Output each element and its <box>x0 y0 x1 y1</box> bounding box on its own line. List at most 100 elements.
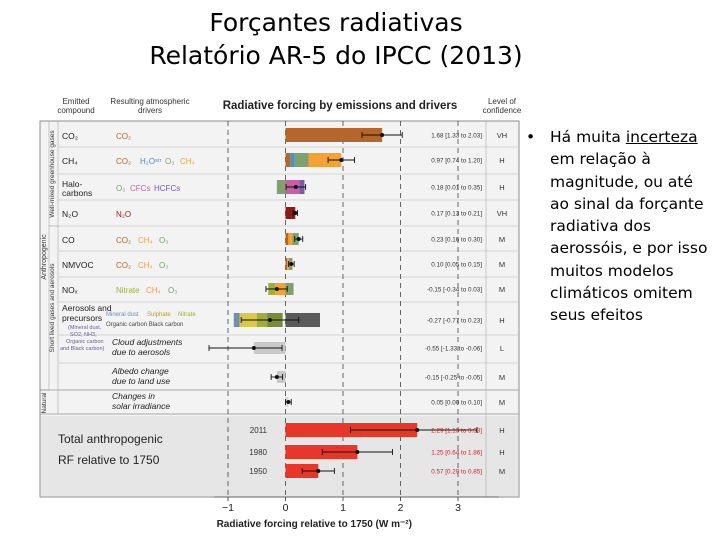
header-drivers-2: drivers <box>138 106 162 115</box>
compound-label: NMVOC <box>62 260 94 270</box>
compound-label-aerosols: Aerosols and <box>62 303 112 313</box>
year-label: 1950 <box>249 467 267 476</box>
cloud-label: Cloud adjustments <box>112 337 183 347</box>
value-point <box>415 428 420 432</box>
driver-label: H₂Oˢᵗʳ <box>140 157 162 166</box>
value-label: 0.05 [0.00 to 0.10] <box>431 400 482 407</box>
value-point <box>267 318 272 322</box>
total-label-line1: Total anthropogenic <box>58 432 163 446</box>
value-point <box>296 237 301 241</box>
confidence-label: VH <box>497 131 507 140</box>
value-point <box>380 133 385 137</box>
bar-segment <box>290 153 295 167</box>
chart-title: Radiative forcing by emissions and drive… <box>223 100 458 112</box>
driver-label: CO₂ <box>116 261 131 270</box>
x-tick-label: 2 <box>398 502 404 514</box>
driver-label: O₃ <box>168 286 177 295</box>
x-axis-label: Radiative forcing relative to 1750 (W m⁻… <box>217 519 412 530</box>
compound-label: NOₓ <box>62 285 78 295</box>
value-label: 0.17 [0.13 to 0.21] <box>431 211 482 218</box>
compound-sublabel: Organic carbon <box>66 339 104 345</box>
bar-segment <box>285 233 289 245</box>
compound-label: CH₄ <box>62 156 78 166</box>
driver-label-carbon: Organic carbon Black carbon <box>106 322 183 328</box>
bar-segment <box>285 207 296 219</box>
value-point <box>274 375 279 379</box>
confidence-label: H <box>499 183 504 192</box>
driver-label-nitrate: Nitrate <box>178 312 196 318</box>
bar-segment <box>285 128 383 142</box>
driver-label: CO₂ <box>116 132 131 141</box>
value-label: 2.29 [1.13 to 3.33] <box>431 428 482 435</box>
confidence-label: L <box>500 344 504 353</box>
solar-label: solar irradiance <box>112 401 170 411</box>
driver-label-mineral: Mineral dust <box>106 312 139 318</box>
value-label: 1.25 [0.64 to 1.86] <box>431 450 482 457</box>
bar-segment <box>308 153 342 167</box>
albedo-label: Albedo change <box>111 366 169 376</box>
driver-label: HCFCs <box>154 184 180 193</box>
driver-label: O₃ <box>159 261 168 270</box>
group-label-shortlived: Short lived gases and aerosols <box>49 263 56 353</box>
driver-label: CO₂ <box>116 236 131 245</box>
header-drivers-1: Resulting atmospheric <box>110 97 189 106</box>
confidence-label: M <box>499 260 505 269</box>
total-panel <box>40 416 519 497</box>
value-point <box>289 262 294 266</box>
driver-label: CO₂ <box>116 157 131 166</box>
driver-label: Nitrate <box>116 286 140 295</box>
value-label: 0.18 [0.01 to 0.35] <box>431 185 482 192</box>
compound-label: N₂O <box>62 209 78 219</box>
driver-label: CH₄ <box>146 286 161 295</box>
total-label-line2: RF relative to 1750 <box>58 453 160 467</box>
bullet-dot: • <box>526 128 536 146</box>
value-label: 1.68 [1.33 to 2.03] <box>431 133 482 140</box>
confidence-label: H <box>499 448 504 457</box>
bar-segment <box>285 283 294 295</box>
compound-sublabel: SO2, NH3, <box>70 332 97 338</box>
bullet-text: Há muita incerteza em relação à magnitud… <box>528 126 714 327</box>
value-label: -0.15 [-0.25 to -0.05] <box>425 375 482 382</box>
value-point <box>316 469 321 473</box>
header-emitted-1: Emitted <box>62 97 89 106</box>
driver-label: O₃ <box>159 236 168 245</box>
x-tick-label: 1 <box>340 502 346 514</box>
value-point <box>274 287 279 291</box>
compound-label: CO <box>62 235 75 245</box>
value-label: 0.10 [0.05 to 0.15] <box>431 262 482 269</box>
driver-label: CH₄ <box>138 261 153 270</box>
compound-label-aerosols: precursors <box>62 313 102 323</box>
value-point <box>339 158 344 162</box>
header-emitted-2: compound <box>57 106 94 115</box>
compound-label: CO₂ <box>62 131 78 141</box>
x-tick-label: 3 <box>455 502 461 514</box>
group-label-wellmixed: Well-mixed greenhouse gases <box>49 130 56 218</box>
year-label: 1980 <box>249 448 267 457</box>
header-confidence-2: confidence <box>483 106 522 115</box>
value-point <box>286 400 291 404</box>
compound-sublabel: (Mineral dust, <box>68 325 102 331</box>
confidence-label: VH <box>497 209 507 218</box>
driver-label: O₃ <box>116 184 125 193</box>
compound-label: carbons <box>62 188 92 198</box>
x-tick-label: 0 <box>283 502 289 514</box>
driver-label-sulphate: Sulphate <box>147 312 171 318</box>
driver-label: CFCs <box>130 184 150 193</box>
bullet-list: • Há muita incerteza em relação à magnit… <box>526 126 714 327</box>
header-confidence-1: Level of <box>488 97 517 106</box>
year-label: 2011 <box>250 426 268 435</box>
bar-segment <box>285 445 358 459</box>
value-point <box>293 211 298 215</box>
confidence-label: M <box>499 467 505 476</box>
value-label: 0.97 [0.74 to 1.20] <box>431 158 482 165</box>
driver-label: N₂O <box>116 210 131 219</box>
compound-sublabel: and Black carbon) <box>60 346 104 352</box>
value-label: 0.23 [0.16 to 0.30] <box>431 237 482 244</box>
bar-segment <box>285 258 288 270</box>
compound-label: Halo- <box>62 179 82 189</box>
group-label-natural: Natural <box>41 392 48 414</box>
confidence-label: H <box>499 426 504 435</box>
confidence-label: M <box>499 398 505 407</box>
albedo-label: due to land use <box>112 376 170 386</box>
